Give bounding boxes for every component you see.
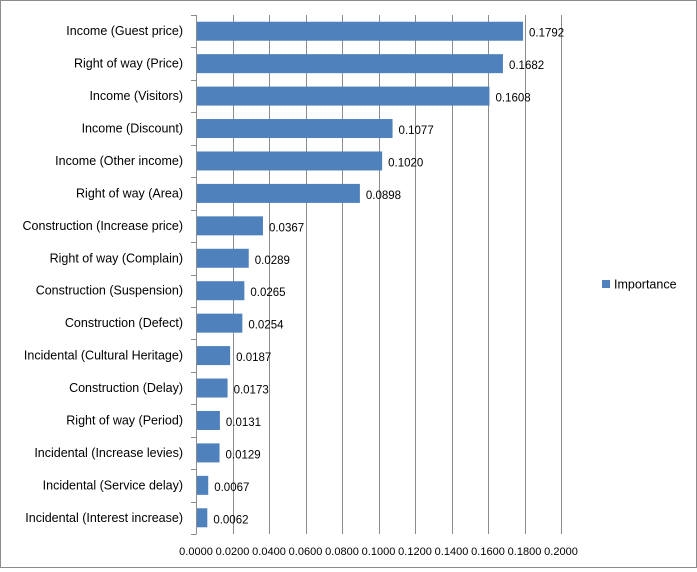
category-label: Construction (Defect): [65, 316, 183, 330]
legend-swatch: [602, 280, 610, 288]
data-label: 0.0265: [250, 287, 285, 299]
legend-label: Importance: [614, 278, 677, 292]
bar: [197, 248, 249, 268]
data-label: 0.0173: [234, 385, 269, 397]
bar: [197, 216, 263, 236]
bar: [197, 281, 245, 301]
bar: [197, 183, 360, 203]
category-label: Income (Guest price): [66, 24, 183, 38]
data-label: 0.1608: [495, 93, 530, 105]
x-tick-label: 0.1600: [471, 546, 505, 558]
bar: [197, 346, 231, 366]
x-tick-label: 0.0600: [289, 546, 323, 558]
data-label: 0.0062: [213, 514, 248, 526]
data-label: 0.0187: [236, 352, 271, 364]
data-label: 0.0131: [226, 417, 261, 429]
data-label: 0.0289: [255, 255, 290, 267]
bar: [197, 475, 209, 495]
bar-series-importance: [197, 21, 524, 528]
bar: [197, 151, 383, 171]
category-label: Right of way (Complain): [50, 251, 183, 265]
category-label: Construction (Suspension): [36, 284, 183, 298]
category-label: Incidental (Service delay): [43, 478, 183, 492]
data-label: 0.1792: [529, 28, 564, 40]
data-label: 0.1020: [388, 157, 423, 169]
category-label: Income (Discount): [82, 122, 183, 136]
category-labels: Income (Guest price) Right of way (Price)…: [23, 24, 183, 525]
category-label: Incidental (Increase levies): [34, 446, 183, 460]
data-label: 0.1682: [509, 60, 544, 72]
category-label: Construction (Delay): [69, 381, 183, 395]
legend: Importance: [602, 278, 677, 292]
x-tick-label: 0.1800: [508, 546, 542, 558]
data-labels: 0.1792 0.1682 0.1608 0.1077 0.1020 0.0898 0.03…: [213, 28, 564, 527]
bar: [197, 86, 490, 106]
category-label: Right of way (Period): [66, 413, 183, 427]
data-label: 0.0367: [269, 222, 304, 234]
bar: [197, 443, 220, 463]
x-tick-label: 0.0000: [179, 546, 213, 558]
data-label: 0.0067: [214, 482, 249, 494]
x-tick-label: 0.0800: [325, 546, 359, 558]
x-tick-label: 0.1400: [435, 546, 469, 558]
bar: [197, 54, 503, 74]
bar: [197, 21, 524, 41]
x-tick-label: 0.1200: [398, 546, 432, 558]
x-tick-label: 0.0400: [252, 546, 286, 558]
category-label: Incidental (Cultural Heritage): [24, 349, 183, 363]
category-label: Income (Other income): [55, 154, 183, 168]
bar: [197, 119, 393, 139]
x-tick-label: 0.1000: [362, 546, 396, 558]
data-label: 0.0898: [366, 190, 401, 202]
bar: [197, 508, 208, 528]
category-axis: [191, 15, 197, 535]
x-tick-label: 0.2000: [544, 546, 578, 558]
x-tick-label: 0.0200: [216, 546, 250, 558]
bar: [197, 410, 220, 430]
x-tick-labels: 0.0000 0.0200 0.0400 0.0600 0.0800 0.1000 0.12…: [179, 546, 578, 558]
data-label: 0.0129: [226, 449, 261, 461]
category-label: Right of way (Price): [74, 57, 183, 71]
bar: [197, 378, 228, 398]
data-label: 0.1077: [399, 125, 434, 137]
data-label: 0.0254: [248, 320, 284, 332]
category-label: Incidental (Interest increase): [25, 511, 183, 525]
category-label: Construction (Increase price): [23, 219, 183, 233]
bar: [197, 313, 243, 333]
category-label: Income (Visitors): [89, 89, 183, 103]
category-label: Right of way (Area): [76, 186, 183, 200]
